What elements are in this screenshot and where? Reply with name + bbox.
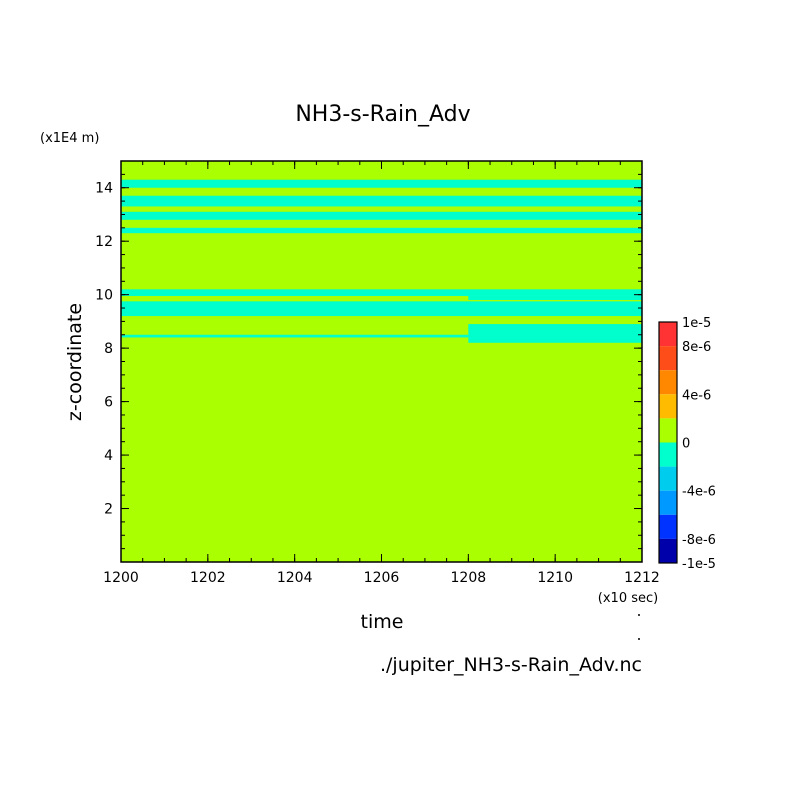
- x-tick-label: 1200: [103, 570, 139, 586]
- plot-area: [120, 160, 643, 563]
- x-tick-label: 1202: [190, 570, 226, 586]
- colorbar-label: -8e-6: [682, 533, 716, 548]
- colorbar-label: 4e-6: [682, 388, 711, 403]
- x-tick-label: 1208: [451, 570, 487, 586]
- colorbar-label: -1e-5: [682, 557, 716, 572]
- y-unit-label: (x1E4 m): [40, 131, 99, 146]
- colorbar-level-9: [659, 538, 677, 563]
- colorbar-level-5: [659, 442, 677, 467]
- colorbar: 1e-5 8e-6 4e-6 0 -4e-6 -8e-6 -1e-5: [658, 316, 716, 572]
- x-tick-label: 1212: [624, 570, 660, 586]
- colorbar-label: 8e-6: [682, 340, 711, 355]
- colorbar-level-2: [659, 370, 677, 395]
- contour-band-4: [121, 289, 642, 297]
- y-tick-label: 10: [95, 288, 113, 304]
- axis-ticks: 1200 1202 1204 1206 1208 1210 1212 2 4 6 8 10 12 14: [95, 160, 660, 640]
- marker-dot: [638, 614, 640, 616]
- file-label: ./jupiter_NH3-s-Rain_Adv.nc: [380, 654, 642, 676]
- colorbar-label: 1e-5: [682, 316, 711, 331]
- colorbar-level-4: [659, 418, 677, 443]
- y-tick-label: 14: [95, 181, 113, 197]
- y-tick-label: 6: [104, 395, 113, 411]
- y-tick-label: 4: [104, 448, 113, 464]
- y-tick-label: 2: [104, 502, 113, 518]
- x-axis-label: time: [361, 611, 404, 633]
- y-tick-label: 12: [95, 234, 113, 250]
- contour-band-7: [468, 324, 642, 343]
- colorbar-level-7: [659, 490, 677, 515]
- colorbar-level-8: [659, 514, 677, 539]
- colorbar-level-6: [659, 466, 677, 491]
- colorbar-label: 0: [682, 437, 690, 452]
- colorbar-label: -4e-6: [682, 485, 716, 500]
- contour-band-2: [121, 211, 642, 220]
- x-tick-label: 1204: [277, 570, 313, 586]
- x-unit-label: (x10 sec): [598, 591, 658, 606]
- x-tick-label: 1210: [537, 570, 573, 586]
- chart-title: NH3-s-Rain_Adv: [295, 102, 470, 127]
- colorbar-level-3: [659, 394, 677, 419]
- colorbar-frame: [658, 321, 678, 564]
- contour-band-8: [121, 334, 469, 338]
- contour-band-5: [468, 296, 642, 301]
- contour-band-0: [121, 179, 642, 188]
- marker-dot: [638, 638, 640, 640]
- contour-band-1: [121, 195, 642, 207]
- colorbar-level-1: [659, 346, 677, 371]
- y-tick-label: 8: [104, 341, 113, 357]
- x-tick-label: 1206: [364, 570, 400, 586]
- contour-band-3: [121, 227, 642, 234]
- y-axis-label: z-coordinate: [64, 303, 86, 421]
- plot-background: [121, 161, 642, 562]
- contour-band-6: [121, 301, 642, 317]
- colorbar-level-0: [659, 322, 677, 347]
